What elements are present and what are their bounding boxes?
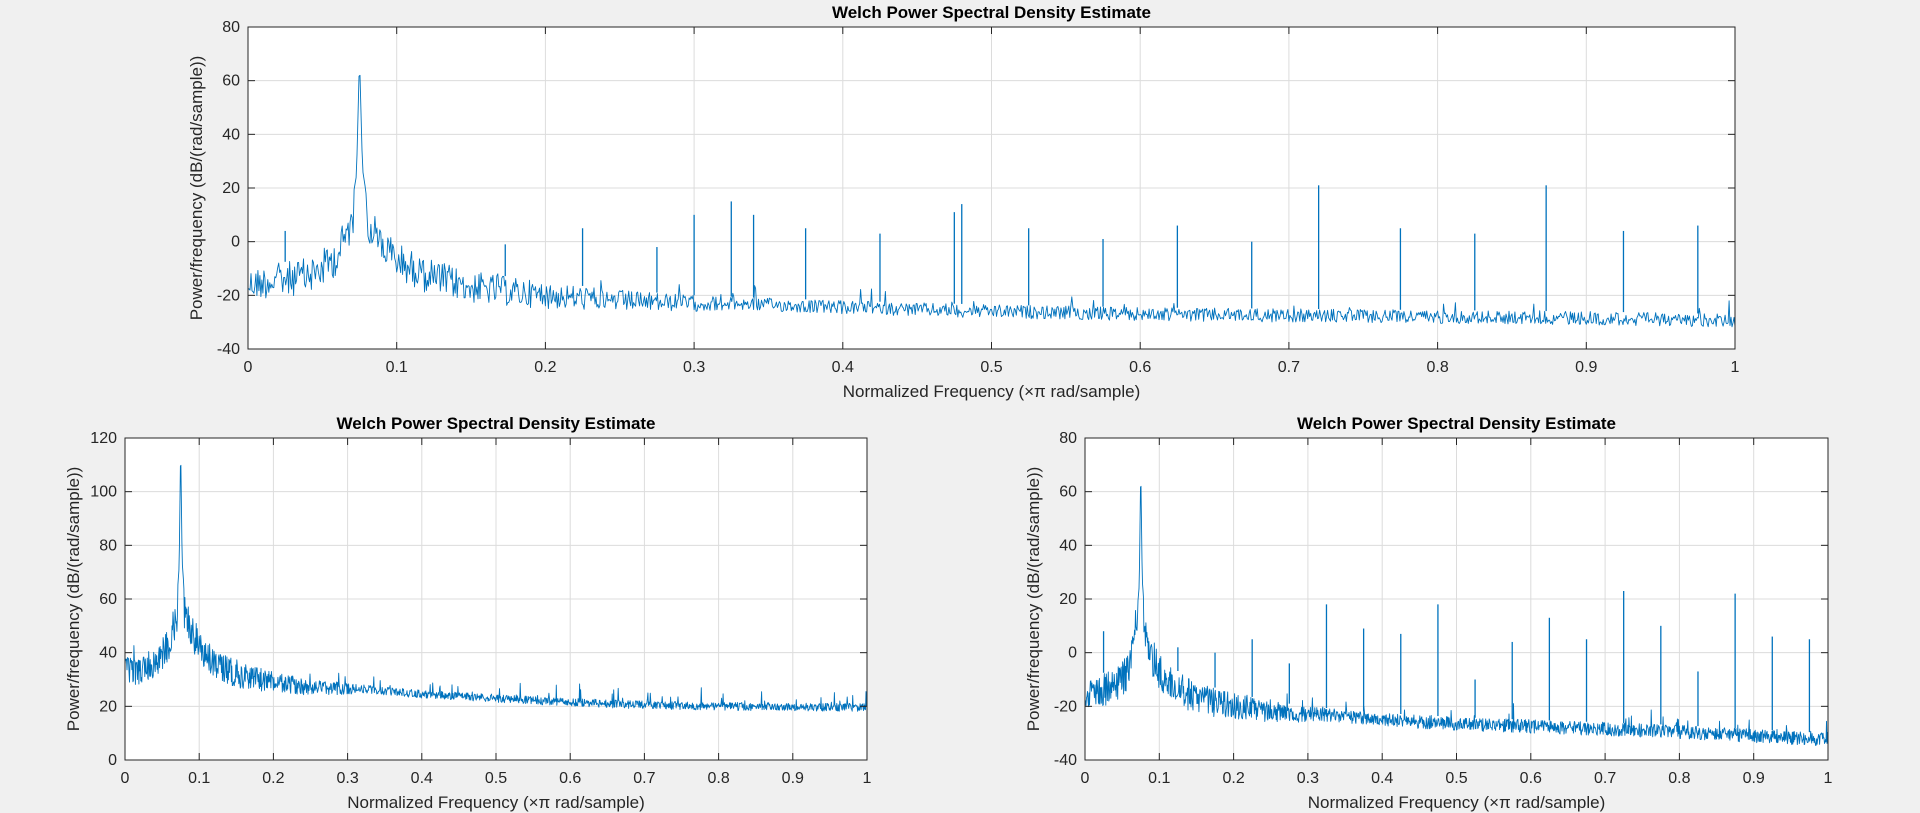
x-tick-label: 1 (1824, 770, 1833, 787)
x-tick-label: 0 (121, 770, 130, 787)
y-tick-label: 100 (90, 484, 117, 501)
x-tick-label: 0.9 (1575, 359, 1597, 376)
y-tick-label: 0 (1068, 645, 1077, 662)
y-tick-label: 20 (1059, 591, 1077, 608)
x-tick-label: 0.9 (782, 770, 804, 787)
psd-trace (248, 74, 1735, 328)
x-axis-label: Normalized Frequency (×π rad/sample) (843, 382, 1141, 401)
chart-title: Welch Power Spectral Density Estimate (336, 414, 655, 433)
x-tick-label: 0.8 (1426, 359, 1448, 376)
y-axis-label: Power/frequency (dB/(rad/sample)) (187, 56, 206, 321)
x-tick-label: 0.6 (559, 770, 581, 787)
x-tick-label: 0 (1081, 770, 1090, 787)
x-tick-label: 0.7 (1278, 359, 1300, 376)
psd-trace (1085, 485, 1828, 746)
x-axis-label: Normalized Frequency (×π rad/sample) (1308, 793, 1606, 812)
x-tick-label: 0.5 (1445, 770, 1467, 787)
y-tick-label: 0 (231, 234, 240, 251)
y-tick-label: 120 (90, 430, 117, 447)
y-tick-label: 20 (99, 698, 117, 715)
y-tick-label: 20 (222, 180, 240, 197)
y-tick-label: 40 (222, 126, 240, 143)
y-tick-label: -20 (1054, 698, 1077, 715)
x-tick-label: 0.6 (1520, 770, 1542, 787)
y-tick-label: 40 (1059, 537, 1077, 554)
x-tick-label: 0.7 (1594, 770, 1616, 787)
x-tick-label: 0.8 (1668, 770, 1690, 787)
y-tick-label: 0 (108, 752, 117, 769)
x-tick-label: 0.5 (485, 770, 507, 787)
y-tick-label: -20 (217, 287, 240, 304)
y-tick-label: 40 (99, 645, 117, 662)
y-tick-label: 60 (222, 73, 240, 90)
y-axis-label: Power/frequency (dB/(rad/sample)) (1024, 467, 1043, 732)
y-tick-label: 60 (1059, 484, 1077, 501)
x-axis-label: Normalized Frequency (×π rad/sample) (347, 793, 645, 812)
x-tick-label: 1 (863, 770, 872, 787)
y-axis-label: Power/frequency (dB/(rad/sample)) (64, 467, 83, 732)
x-tick-label: 0.4 (411, 770, 433, 787)
x-tick-label: 0.3 (336, 770, 358, 787)
x-tick-label: 0.5 (980, 359, 1002, 376)
y-tick-label: 80 (1059, 430, 1077, 447)
x-tick-label: 0.3 (1297, 770, 1319, 787)
x-tick-label: 0.1 (188, 770, 210, 787)
psd-chart-3: 0 0.1 0.2 0.3 0.4 0.5 0.6 0.7 0.8 0.9 1 -40 -20 0 20 40… (1024, 414, 1833, 812)
psd-trace (125, 464, 867, 712)
x-tick-label: 0.1 (386, 359, 408, 376)
x-tick-label: 0.4 (832, 359, 854, 376)
x-tick-label: 0.2 (262, 770, 284, 787)
y-tick-label: 80 (222, 19, 240, 36)
x-tick-label: 1 (1731, 359, 1740, 376)
x-tick-label: 0 (244, 359, 253, 376)
y-tick-label: 60 (99, 591, 117, 608)
y-tick-label: 80 (99, 537, 117, 554)
x-tick-label: 0.2 (534, 359, 556, 376)
x-tick-label: 0.8 (707, 770, 729, 787)
x-tick-label: 0.3 (683, 359, 705, 376)
x-tick-label: 0.4 (1371, 770, 1393, 787)
x-tick-label: 0.6 (1129, 359, 1151, 376)
x-tick-label: 0.7 (633, 770, 655, 787)
chart-title: Welch Power Spectral Density Estimate (832, 3, 1151, 22)
x-tick-label: 0.1 (1148, 770, 1170, 787)
psd-chart-1: 0 0.1 0.2 0.3 0.4 0.5 0.6 0.7 0.8 0.9 1 -40 -20 0 20 40… (187, 3, 1740, 401)
x-tick-label: 0.9 (1743, 770, 1765, 787)
x-tick-label: 0.2 (1222, 770, 1244, 787)
chart-title: Welch Power Spectral Density Estimate (1297, 414, 1616, 433)
y-tick-label: -40 (217, 341, 240, 358)
psd-chart-2: 0 0.1 0.2 0.3 0.4 0.5 0.6 0.7 0.8 0.9 1 0 20 40 60 80 10… (64, 414, 872, 812)
y-tick-label: -40 (1054, 752, 1077, 769)
